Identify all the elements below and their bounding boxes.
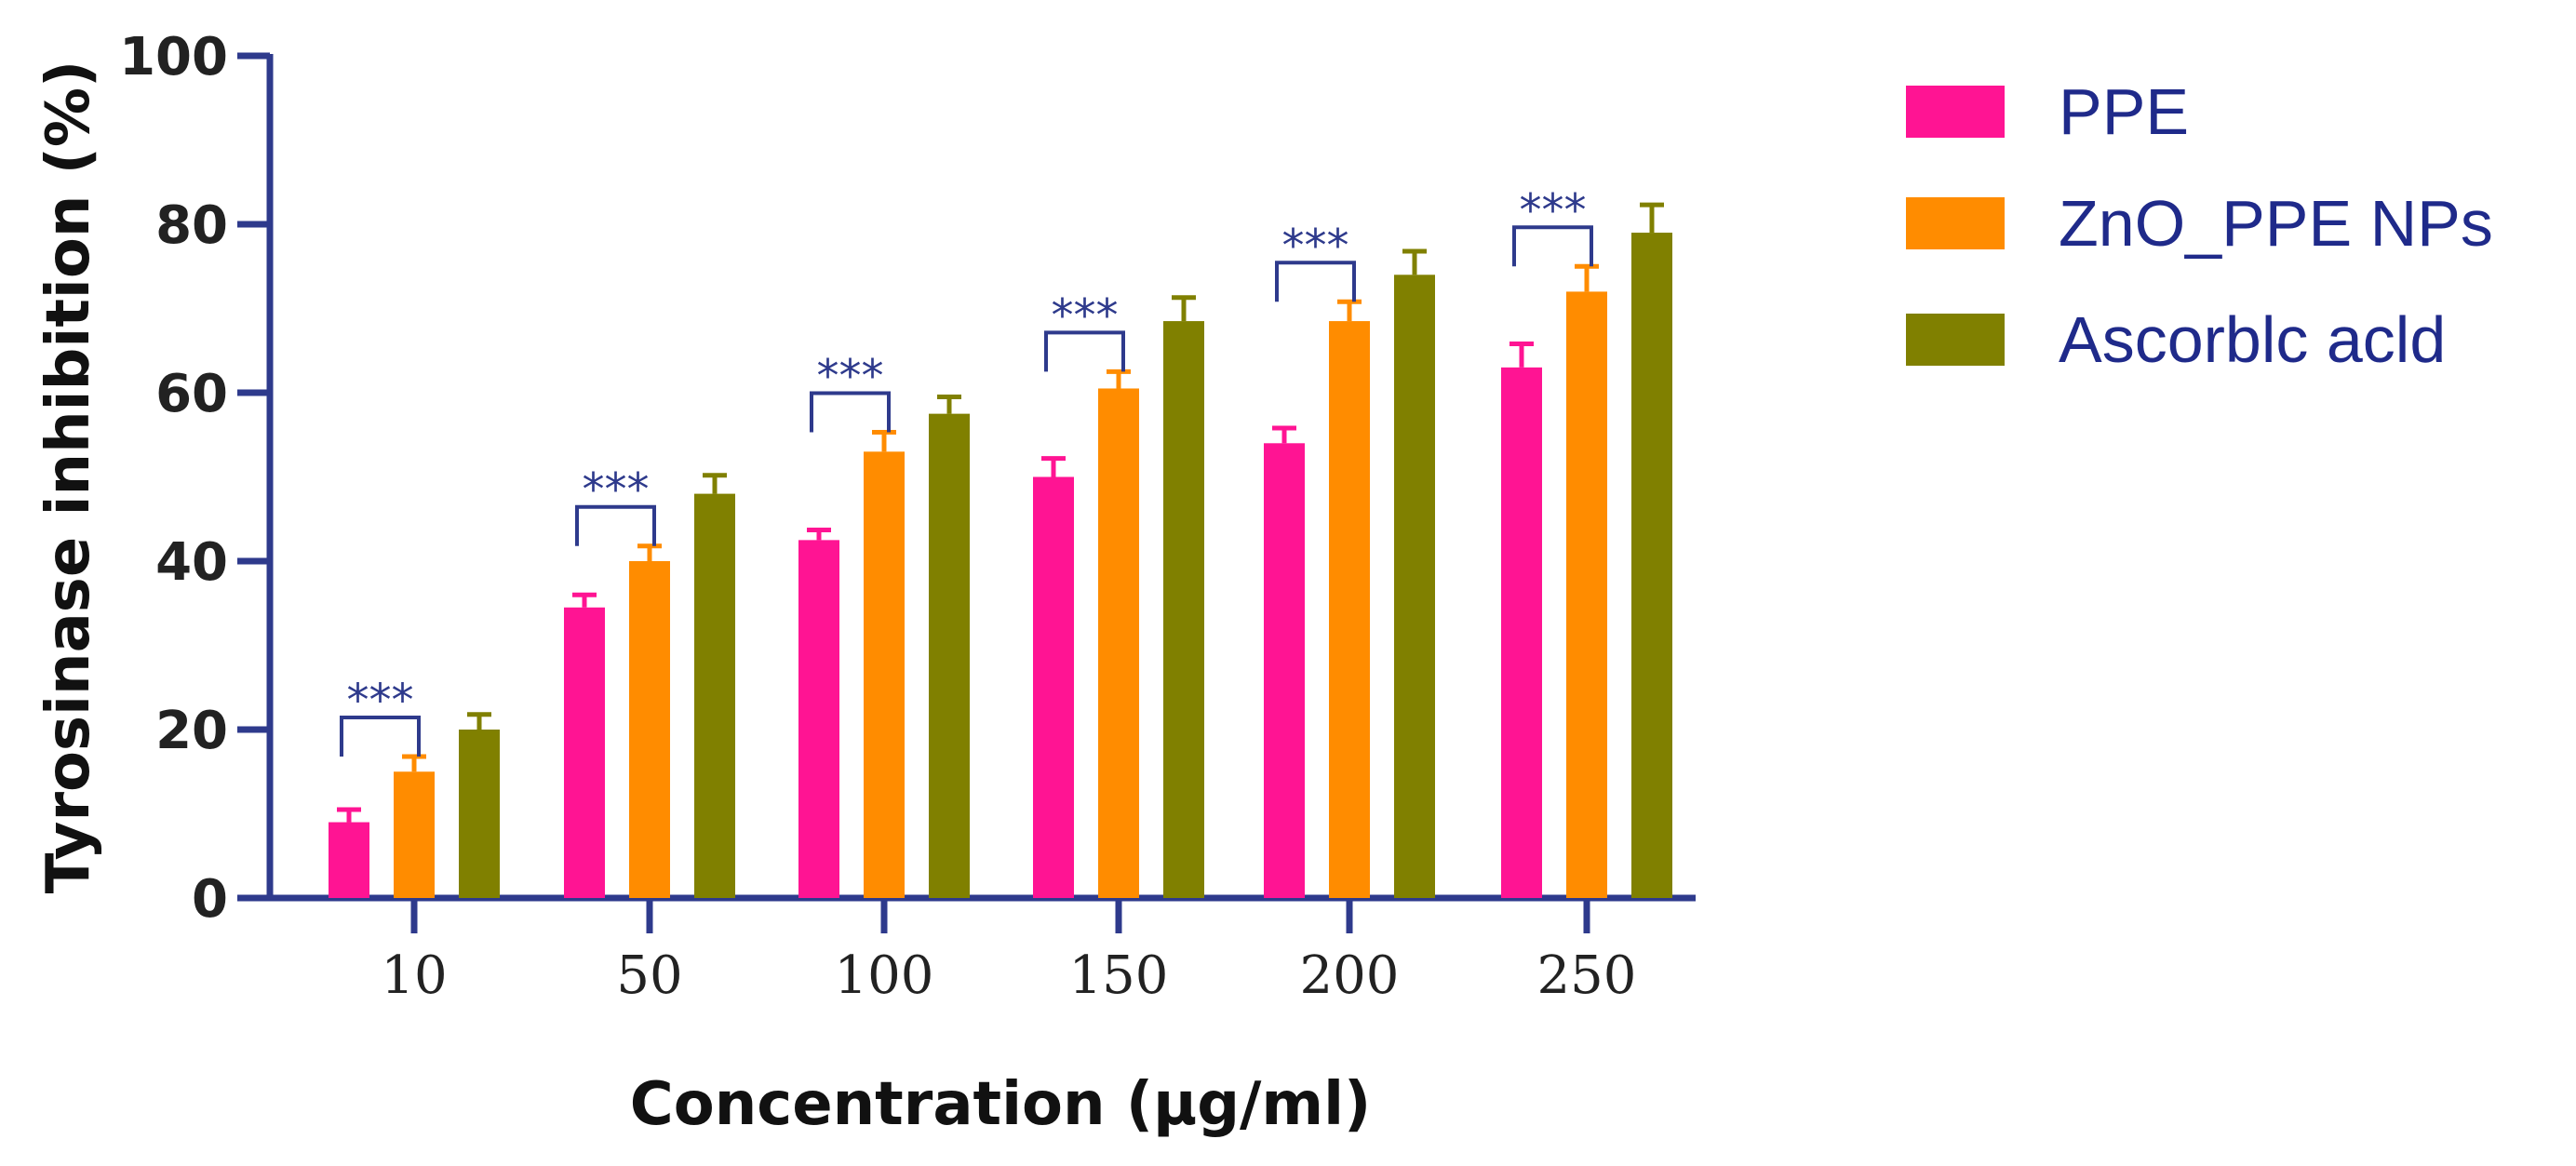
legend-swatch bbox=[1906, 86, 2005, 138]
bar-ascorblc-acld bbox=[459, 730, 500, 898]
bar-zno-ppe-nps bbox=[394, 771, 435, 898]
y-tick-label: 20 bbox=[155, 701, 228, 761]
y-tick-label: 60 bbox=[155, 364, 228, 424]
bar-ascorblc-acld bbox=[1163, 321, 1204, 898]
bar-ascorblc-acld bbox=[929, 413, 970, 898]
bar-ppe bbox=[564, 607, 605, 898]
legend-label: Ascorblc acld bbox=[2059, 303, 2446, 376]
x-tick-label: 150 bbox=[1069, 945, 1169, 1006]
significance-bracket bbox=[1275, 261, 1356, 302]
significance-bracket bbox=[810, 391, 891, 433]
significance-label: *** bbox=[583, 464, 650, 516]
x-tick-label: 200 bbox=[1300, 945, 1400, 1006]
bar-ppe bbox=[798, 540, 839, 898]
y-tick-label: 80 bbox=[155, 195, 228, 256]
significance-label: *** bbox=[1520, 184, 1587, 236]
significance-label: *** bbox=[347, 675, 414, 727]
significance-label: *** bbox=[1052, 289, 1119, 342]
y-axis-title: Tyrosinase inhibition (%) bbox=[34, 60, 103, 894]
bar-zno-ppe-nps bbox=[629, 561, 670, 898]
x-tick-label: 100 bbox=[835, 945, 934, 1006]
legend-swatch bbox=[1906, 314, 2005, 366]
bar-ascorblc-acld bbox=[1631, 233, 1672, 899]
y-tick-label: 100 bbox=[119, 27, 228, 87]
bar-ppe bbox=[1264, 443, 1305, 898]
significance-bracket bbox=[340, 715, 421, 757]
x-tick-label: 250 bbox=[1537, 945, 1637, 1006]
bar-zno-ppe-nps bbox=[1566, 291, 1607, 898]
bar-ppe bbox=[329, 822, 369, 898]
significance-bracket bbox=[575, 504, 656, 546]
bar-zno-ppe-nps bbox=[864, 451, 905, 898]
bar-ascorblc-acld bbox=[694, 493, 735, 898]
legend-swatch bbox=[1906, 197, 2005, 249]
y-tick-label: 0 bbox=[192, 869, 228, 930]
bar-zno-ppe-nps bbox=[1098, 388, 1139, 899]
bar-ppe bbox=[1033, 476, 1074, 898]
bar-ascorblc-acld bbox=[1394, 275, 1435, 898]
x-axis-title: Concentration (µg/ml) bbox=[630, 1070, 1372, 1139]
significance-bracket bbox=[1512, 225, 1593, 267]
significance-label: *** bbox=[817, 351, 884, 403]
significance-bracket bbox=[1044, 330, 1125, 372]
significance-label: *** bbox=[1282, 220, 1349, 272]
y-tick-label: 40 bbox=[155, 532, 228, 593]
legend-label: PPE bbox=[2059, 75, 2189, 148]
bar-zno-ppe-nps bbox=[1329, 321, 1370, 898]
x-tick-label: 50 bbox=[616, 945, 682, 1006]
bar-ppe bbox=[1501, 367, 1542, 899]
legend-label: ZnO_PPE NPs bbox=[2059, 187, 2493, 260]
x-tick-label: 10 bbox=[381, 945, 447, 1006]
